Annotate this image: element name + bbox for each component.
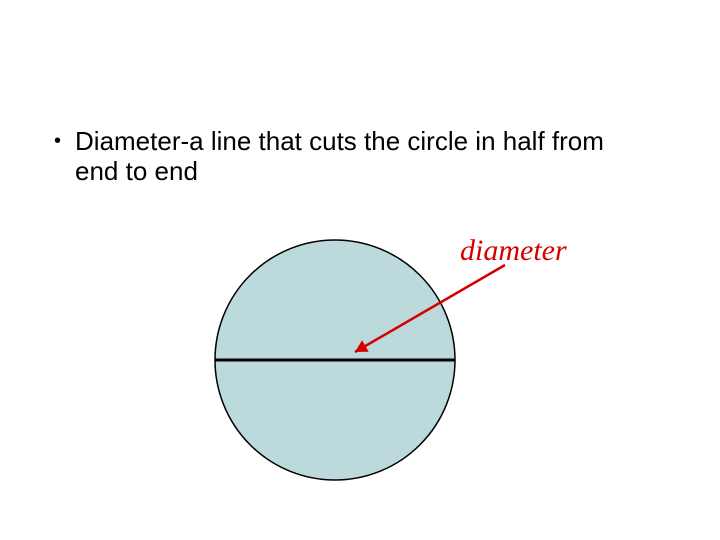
- bullet-block: • Diameter-a line that cuts the circle i…: [54, 126, 654, 186]
- bullet-text: Diameter-a line that cuts the circle in …: [75, 126, 654, 186]
- diagram-svg: diameter: [180, 210, 600, 510]
- diameter-label: diameter: [460, 234, 567, 267]
- slide: • Diameter-a line that cuts the circle i…: [0, 0, 720, 540]
- diameter-diagram: diameter: [180, 210, 600, 510]
- bullet-item: • Diameter-a line that cuts the circle i…: [54, 126, 654, 186]
- bullet-marker: •: [54, 126, 61, 156]
